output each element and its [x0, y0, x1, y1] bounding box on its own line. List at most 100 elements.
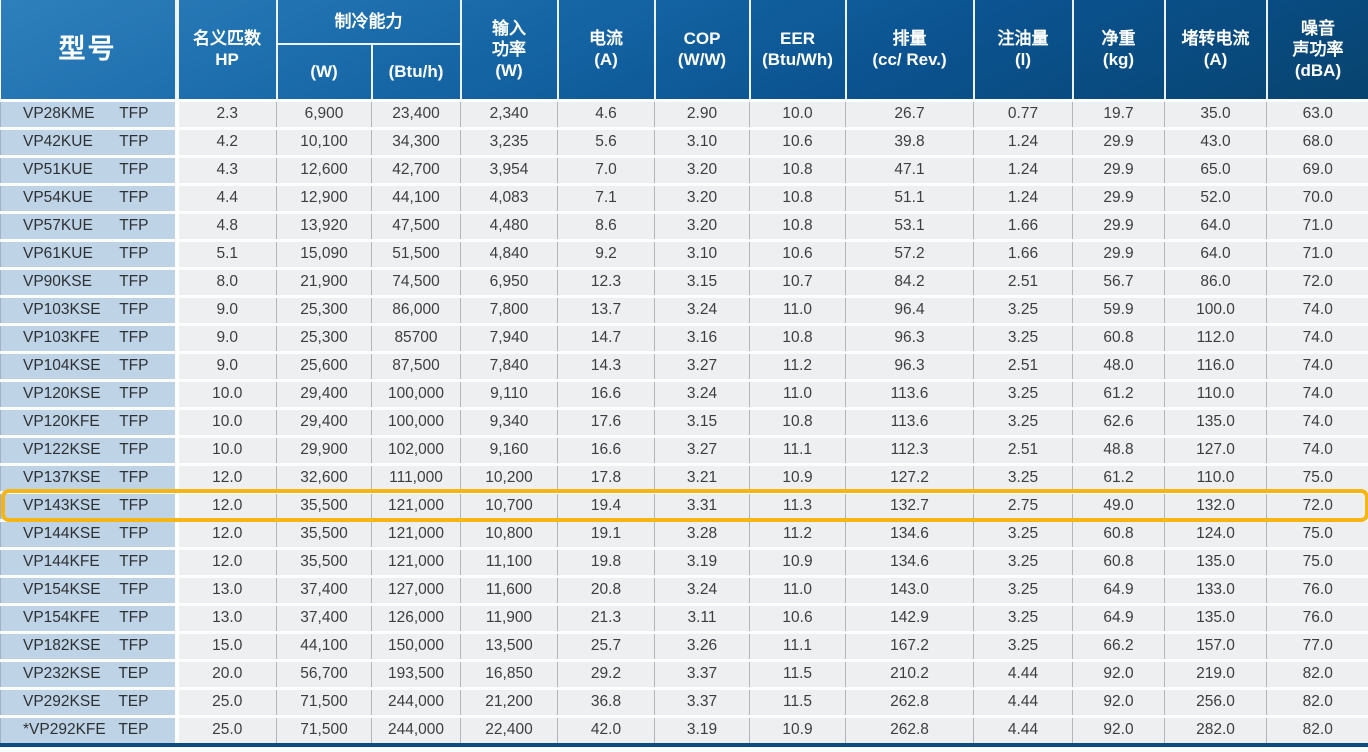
cell-hp: 8.0 — [176, 266, 277, 296]
cell-cooling_btuh: 100,000 — [371, 406, 461, 436]
cell-hp: 15.0 — [176, 630, 277, 660]
cell-model: VP54KUE TFP — [0, 182, 179, 212]
cell-weight: 92.0 — [1072, 686, 1165, 716]
cell-eer: 10.6 — [749, 602, 846, 632]
cell-input_w: 10,700 — [460, 490, 558, 520]
cell-cop: 3.16 — [654, 322, 750, 352]
cell-cop: 3.28 — [654, 518, 750, 548]
cell-eer: 11.1 — [749, 434, 846, 464]
cell-cop: 2.90 — [654, 98, 750, 128]
cell-cooling_btuh: 127,000 — [371, 574, 461, 604]
table-row: VP54KUE TFP 4.4 12,900 44,100 4,083 7.1 3.20 10.… — [0, 182, 1368, 212]
cell-hp: 12.0 — [176, 546, 277, 576]
model-name: VP144KSE — [23, 525, 101, 542]
cell-weight: 60.8 — [1072, 322, 1165, 352]
cell-cop: 3.19 — [654, 546, 750, 576]
cell-hp: 12.0 — [176, 490, 277, 520]
cell-current: 29.2 — [557, 658, 655, 688]
cell-noise: 74.0 — [1266, 378, 1368, 408]
model-name: VP61KUE — [23, 245, 93, 262]
cell-cooling_w: 35,500 — [276, 518, 372, 548]
cell-lra: 219.0 — [1164, 658, 1267, 688]
cell-model: VP103KSE TFP — [0, 294, 179, 324]
model-name: VP104KSE — [23, 357, 101, 374]
cell-weight: 64.9 — [1072, 574, 1165, 604]
cell-lra: 112.0 — [1164, 322, 1267, 352]
motor-type: TFP — [119, 273, 149, 290]
cell-lra: 133.0 — [1164, 574, 1267, 604]
table-row: VP90KSE TFP 8.0 21,900 74,500 6,950 12.3 3.15 10… — [0, 266, 1368, 296]
table-row: VP154KSE TFP 13.0 37,400 127,000 11,600 20.8 3.… — [0, 574, 1368, 604]
cell-current: 8.6 — [557, 210, 655, 240]
cell-displacement: 39.8 — [845, 126, 974, 156]
cell-current: 19.4 — [557, 490, 655, 520]
header-oil-charge: 注油量 (l) — [972, 0, 1074, 101]
cell-cooling_btuh: 34,300 — [371, 126, 461, 156]
cell-cooling_btuh: 126,000 — [371, 602, 461, 632]
cell-cooling_btuh: 111,000 — [371, 462, 461, 492]
cell-oil: 3.25 — [973, 322, 1073, 352]
cell-cooling_btuh: 100,000 — [371, 378, 461, 408]
cell-eer: 11.5 — [749, 658, 846, 688]
motor-type: TFP — [119, 245, 149, 262]
motor-type: TFP — [119, 385, 149, 402]
cell-cooling_w: 44,100 — [276, 630, 372, 660]
cell-weight: 92.0 — [1072, 658, 1165, 688]
cell-cooling_w: 10,100 — [276, 126, 372, 156]
cell-weight: 48.8 — [1072, 434, 1165, 464]
cell-input_w: 4,480 — [460, 210, 558, 240]
cell-weight: 66.2 — [1072, 630, 1165, 660]
header-net-weight: 净重 (kg) — [1071, 0, 1166, 101]
cell-cop: 3.24 — [654, 574, 750, 604]
cell-eer: 10.8 — [749, 322, 846, 352]
cell-noise: 74.0 — [1266, 322, 1368, 352]
cell-hp: 10.0 — [176, 406, 277, 436]
cell-lra: 65.0 — [1164, 154, 1267, 184]
cell-input_w: 3,235 — [460, 126, 558, 156]
cell-hp: 10.0 — [176, 434, 277, 464]
table-row: VP154KFE TFP 13.0 37,400 126,000 11,900 21.3 3.… — [0, 602, 1368, 632]
cell-lra: 127.0 — [1164, 434, 1267, 464]
cell-current: 19.1 — [557, 518, 655, 548]
header-nominal-hp: 名义匹数 HP — [175, 0, 278, 101]
cell-displacement: 96.4 — [845, 294, 974, 324]
cell-cop: 3.11 — [654, 602, 750, 632]
cell-eer: 10.6 — [749, 238, 846, 268]
motor-type: TFP — [119, 161, 149, 178]
cell-noise: 72.0 — [1266, 266, 1368, 296]
model-name: VP232KSE — [23, 665, 101, 682]
cell-oil: 1.66 — [973, 210, 1073, 240]
cell-input_w: 3,954 — [460, 154, 558, 184]
cell-oil: 3.25 — [973, 602, 1073, 632]
cell-weight: 61.2 — [1072, 462, 1165, 492]
cell-hp: 5.1 — [176, 238, 277, 268]
motor-type: TFP — [119, 301, 149, 318]
cell-cop: 3.21 — [654, 462, 750, 492]
motor-type: TFP — [119, 441, 149, 458]
cell-eer: 10.8 — [749, 406, 846, 436]
header-displacement: 排量 (cc/ Rev.) — [844, 0, 975, 101]
cell-input_w: 11,900 — [460, 602, 558, 632]
cell-noise: 75.0 — [1266, 546, 1368, 576]
motor-type: TFP — [119, 105, 149, 122]
cell-model: VP143KSE TFP — [0, 490, 179, 520]
motor-type: TFP — [119, 581, 149, 598]
cell-oil: 3.25 — [973, 462, 1073, 492]
cell-oil: 2.51 — [973, 350, 1073, 380]
cell-hp: 9.0 — [176, 350, 277, 380]
cell-oil: 3.25 — [973, 518, 1073, 548]
cell-displacement: 210.2 — [845, 658, 974, 688]
cell-input_w: 11,600 — [460, 574, 558, 604]
motor-type: TEP — [118, 721, 149, 738]
cell-eer: 10.9 — [749, 714, 846, 743]
model-name: VP122KSE — [23, 441, 101, 458]
table-row: VP103KFE TFP 9.0 25,300 85700 7,940 14.7 3.16 10… — [0, 322, 1368, 352]
cell-noise: 74.0 — [1266, 434, 1368, 464]
motor-type: TFP — [119, 133, 149, 150]
cell-cooling_btuh: 150,000 — [371, 630, 461, 660]
cell-hp: 12.0 — [176, 518, 277, 548]
cell-cooling_btuh: 85700 — [371, 322, 461, 352]
cell-cooling_btuh: 102,000 — [371, 434, 461, 464]
cell-lra: 52.0 — [1164, 182, 1267, 212]
